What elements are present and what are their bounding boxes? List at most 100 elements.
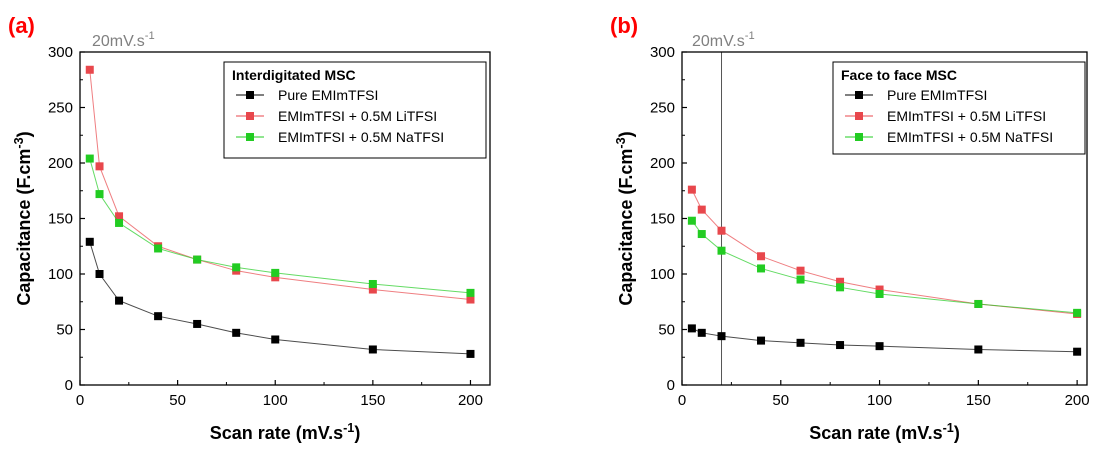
x-tick-label: 200 [458, 392, 483, 409]
y-axis-title: Capacitance (F.cm-3) [614, 131, 636, 305]
legend-entry: Pure EMImTFSI [887, 87, 987, 103]
y-tick-label: 200 [650, 155, 675, 172]
legend-entry: EMImTFSI + 0.5M LiTFSI [887, 108, 1046, 124]
x-axis-title: Scan rate (mV.s-1) [210, 421, 361, 443]
y-tick-label: 0 [667, 377, 675, 394]
series-1 [85, 237, 475, 358]
data-point [717, 246, 726, 255]
chart-panel-a: (a)20mV.s-10 50 100 150 20005010015020025030… [8, 13, 491, 443]
series-line [691, 189, 1078, 315]
x-tick-label: 100 [867, 392, 892, 409]
legend-marker [855, 133, 863, 141]
chart-panel-b: (b)20mV.s-10 50 100 150 20005010015020025030… [610, 13, 1090, 443]
panel-label: (b) [610, 13, 638, 38]
panel-label: (a) [8, 13, 35, 38]
legend-entry: EMImTFSI + 0.5M NaTFSI [278, 129, 444, 145]
data-point [95, 162, 104, 171]
x-tick-label: 100 [263, 392, 288, 409]
legend-title: Interdigitated MSC [232, 67, 356, 83]
data-point [875, 285, 884, 294]
y-tick-label: 100 [650, 266, 675, 283]
data-point [85, 65, 94, 74]
legend-title: Face to face MSC [841, 67, 957, 83]
series-3 [687, 216, 1082, 317]
y-axis-title-close: ) [14, 131, 34, 137]
data-point [154, 312, 163, 321]
data-point [697, 328, 706, 337]
data-point [95, 270, 104, 278]
data-point [836, 277, 845, 286]
data-point [466, 295, 475, 304]
legend: Interdigitated MSC Pure EMImTFSI EMImTFSI … [223, 61, 487, 159]
series-line [89, 158, 471, 294]
data-point [193, 319, 202, 328]
data-point [717, 226, 726, 235]
data-point [836, 341, 845, 350]
y-tick-label: 300 [650, 44, 675, 61]
data-point [466, 349, 475, 358]
data-point [687, 216, 696, 225]
y-axis-title: Capacitance (F.cm-3) [12, 131, 34, 305]
annotation-text: 20mV.s-1 [692, 30, 755, 50]
data-point [796, 338, 805, 347]
data-point [796, 275, 805, 284]
legend-box [832, 61, 1086, 155]
x-axis-title: Scan rate (mV.s-1) [809, 421, 960, 443]
data-point [687, 185, 696, 194]
data-point [757, 264, 766, 273]
data-point [974, 345, 983, 354]
y-axis-title-sup: -3 [614, 137, 628, 148]
data-point [466, 288, 475, 297]
y-axis-title-main: Capacitance (F.cm [14, 149, 34, 306]
data-point [115, 218, 124, 227]
y-tick-label: 100 [48, 266, 73, 283]
data-point [1073, 308, 1082, 317]
data-point [717, 332, 726, 341]
legend-marker [855, 91, 863, 99]
data-point [875, 342, 884, 351]
x-axis-title-close: ) [354, 423, 360, 443]
x-axis-title-sup: -1 [943, 421, 954, 435]
data-point [232, 263, 241, 272]
data-point [974, 299, 983, 308]
annotation-text-main: 20mV.s [92, 33, 145, 50]
annotation-sup: -1 [145, 30, 155, 42]
data-point [697, 230, 706, 239]
y-tick-label: 150 [48, 211, 73, 228]
data-point [85, 237, 94, 246]
annotation-text-main: 20mV.s [692, 33, 745, 50]
legend-marker [246, 91, 254, 99]
data-point [757, 252, 766, 261]
y-tick-label: 200 [48, 155, 73, 172]
data-point [368, 285, 377, 294]
x-tick-label: 150 [360, 392, 385, 409]
data-point [757, 336, 766, 345]
data-point [115, 296, 124, 305]
y-tick-label: 0 [65, 377, 73, 394]
x-tick-label: 50 [772, 392, 789, 409]
series-2 [687, 185, 1082, 318]
series-3 [85, 154, 475, 297]
data-point [796, 266, 805, 275]
x-axis-title-sup: -1 [343, 421, 354, 435]
data-point [271, 335, 280, 344]
x-tick-label: 50 [169, 392, 186, 409]
data-point [271, 268, 280, 277]
y-axis-title-sup: -3 [12, 137, 26, 148]
x-axis-title-main: Scan rate (mV.s [210, 423, 343, 443]
data-point [368, 279, 377, 288]
legend-entry: Pure EMImTFSI [278, 87, 378, 103]
y-tick-label: 50 [56, 322, 73, 339]
legend-box [223, 61, 487, 159]
y-axis-title-main: Capacitance (F.cm [616, 149, 636, 306]
legend: Face to face MSC Pure EMImTFSI EMImTFSI + … [832, 61, 1086, 155]
data-point [687, 324, 696, 333]
x-tick-label: 150 [966, 392, 991, 409]
data-point [1073, 347, 1082, 356]
data-point [697, 205, 706, 214]
legend-marker [246, 133, 254, 141]
annotation-text: 20mV.s-1 [92, 30, 155, 50]
x-axis-title-main: Scan rate (mV.s [809, 423, 942, 443]
y-tick-label: 300 [48, 44, 73, 61]
data-point [85, 154, 94, 163]
